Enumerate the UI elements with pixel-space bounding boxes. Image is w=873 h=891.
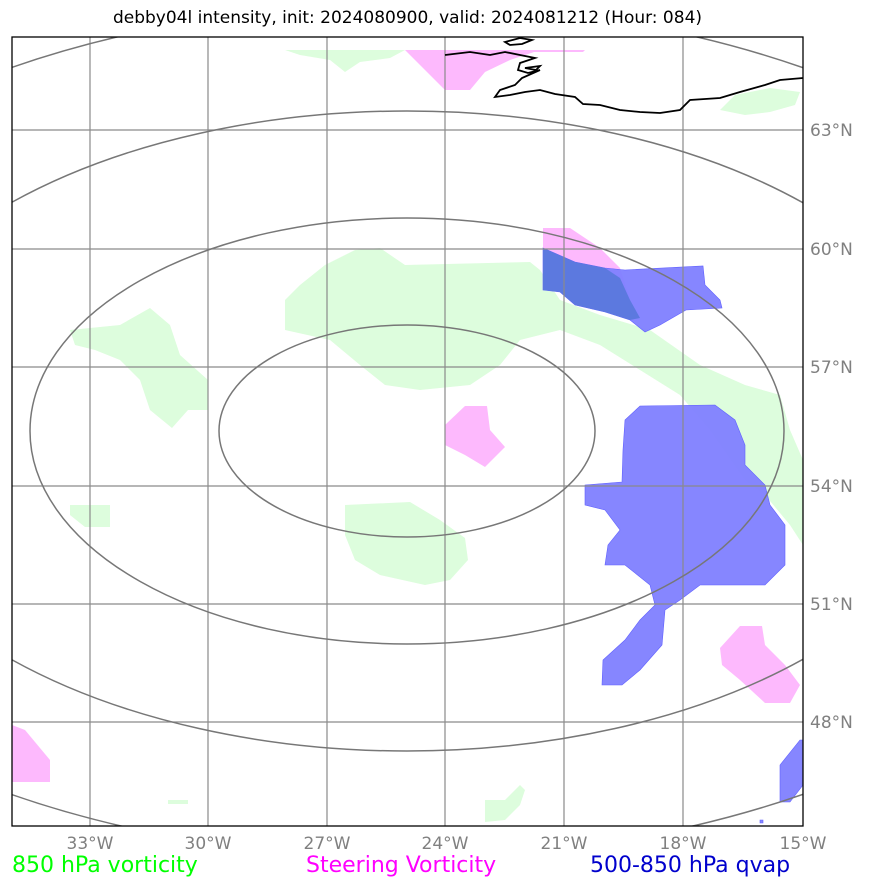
range-ring-2 bbox=[29, 217, 785, 645]
magenta-region-top bbox=[405, 50, 540, 90]
blue-region-dot bbox=[759, 819, 764, 824]
green-region-tiny bbox=[168, 800, 188, 804]
plot-title: debby04l intensity, init: 2024080900, va… bbox=[112, 8, 703, 28]
legend-steering-vorticity: Steering Vorticity bbox=[306, 853, 497, 878]
map-frame bbox=[11, 36, 804, 827]
lon-label: 27°W bbox=[304, 834, 351, 854]
lon-label: 18°W bbox=[660, 834, 707, 854]
green-region-top-right bbox=[720, 88, 800, 115]
green-region-top bbox=[285, 50, 405, 72]
lat-label: 60°N bbox=[810, 240, 853, 260]
green-region-west bbox=[70, 308, 208, 428]
magenta-region-east bbox=[720, 626, 800, 703]
blue-region-north-dark bbox=[543, 248, 640, 320]
range-rings bbox=[12, 37, 803, 826]
magenta-region-southwest bbox=[12, 725, 50, 782]
coastline bbox=[444, 37, 803, 114]
magenta-region-top-thin bbox=[445, 50, 585, 52]
lon-label: 24°W bbox=[422, 834, 469, 854]
legend-qvap: 500-850 hPa qvap bbox=[590, 853, 791, 878]
coastline-iceland-south bbox=[444, 51, 803, 114]
legend-850-vorticity: 850 hPa vorticity bbox=[12, 853, 198, 878]
green-region-center-south bbox=[345, 502, 468, 585]
lat-label: 54°N bbox=[810, 477, 853, 497]
range-ring-1 bbox=[218, 324, 596, 538]
blue-region-southeast bbox=[779, 739, 803, 803]
coastline-iceland-north bbox=[502, 37, 536, 46]
graticule bbox=[12, 37, 803, 826]
lat-label: 57°N bbox=[810, 358, 853, 378]
green-region-north-band bbox=[285, 248, 803, 545]
blue-region-east-main bbox=[584, 404, 786, 686]
lat-label: 63°N bbox=[810, 121, 853, 141]
magenta-region-center bbox=[445, 406, 505, 467]
lat-label: 51°N bbox=[810, 595, 853, 615]
lon-label: 21°W bbox=[541, 834, 588, 854]
green-region-bottom bbox=[485, 785, 525, 822]
lon-label: 15°W bbox=[780, 834, 827, 854]
lon-label: 30°W bbox=[185, 834, 232, 854]
range-ring-3 bbox=[12, 110, 803, 752]
latitude-labels: 63°N 60°N 57°N 54°N 51°N 48°N bbox=[810, 121, 853, 733]
coastline-islet bbox=[524, 64, 543, 71]
map-area bbox=[12, 37, 803, 826]
lat-label: 48°N bbox=[810, 713, 853, 733]
lon-label: 33°W bbox=[67, 834, 114, 854]
longitude-labels: 33°W 30°W 27°W 24°W 21°W 18°W 15°W bbox=[67, 834, 827, 854]
qvap-fill bbox=[542, 247, 803, 824]
